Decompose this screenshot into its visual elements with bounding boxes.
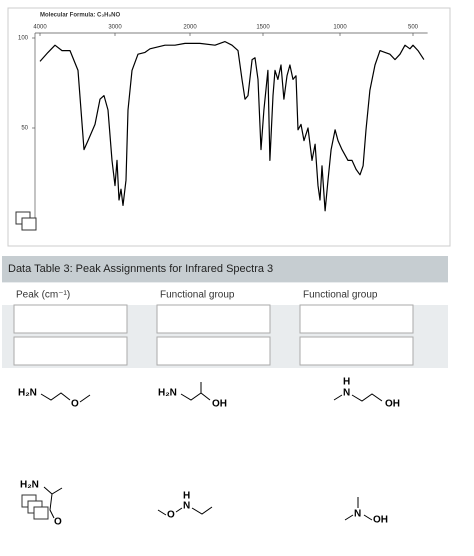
atom-label: H₂N — [18, 388, 37, 399]
atom-label: H — [343, 377, 350, 388]
chart-title: Molecular Formula: C₃H₉NO — [40, 13, 120, 19]
input-box[interactable] — [13, 336, 128, 366]
x-tick-label: 500 — [408, 25, 419, 31]
y-tick-label: 50 — [21, 126, 28, 132]
table-title: Data Table 3: Peak Assignments for Infra… — [8, 263, 273, 275]
atom-label: OH — [385, 399, 400, 410]
atom-label: O — [167, 510, 175, 521]
header-cell: Functional group — [303, 290, 378, 301]
molecule: N OH — [344, 497, 388, 526]
molecule: H N OH — [333, 377, 400, 410]
table-title-bar — [2, 256, 448, 282]
atom-label: O — [54, 517, 62, 528]
copy-icon — [15, 211, 37, 231]
input-box[interactable] — [156, 336, 271, 366]
atom-label: O — [71, 399, 79, 410]
table-header — [2, 283, 448, 305]
molecule: H N O — [157, 491, 213, 521]
molecule: H₂N O — [20, 480, 63, 528]
x-tick-label: 4000 — [33, 25, 47, 31]
atom-label: N — [354, 509, 361, 520]
atom-label: N — [343, 388, 350, 399]
input-box[interactable] — [299, 336, 414, 366]
input-box[interactable] — [13, 304, 128, 334]
x-tick-label: 3000 — [108, 25, 122, 31]
molecule: H₂N OH — [158, 382, 227, 410]
molecule: H₂N O — [18, 388, 91, 410]
atom-label: H — [183, 491, 190, 502]
y-tick-label: 100 — [18, 36, 29, 42]
atom-label: N — [183, 501, 190, 512]
atom-label: OH — [212, 399, 227, 410]
input-box[interactable] — [299, 304, 414, 334]
atom-label: H₂N — [158, 388, 177, 399]
atom-label: H₂N — [20, 480, 39, 491]
spectrum-frame — [7, 7, 451, 247]
header-cell: Functional group — [160, 290, 235, 301]
spectrum-line — [39, 41, 425, 212]
header-cell: Peak (cm⁻¹) — [16, 290, 70, 301]
spectrum: 4000 3000 2000 1500 1000 500 50 100 — [18, 25, 428, 222]
input-box[interactable] — [156, 304, 271, 334]
atom-label: OH — [373, 515, 388, 526]
x-tick-label: 2000 — [183, 25, 197, 31]
x-tick-label: 1500 — [256, 25, 270, 31]
x-tick-label: 1000 — [333, 25, 347, 31]
